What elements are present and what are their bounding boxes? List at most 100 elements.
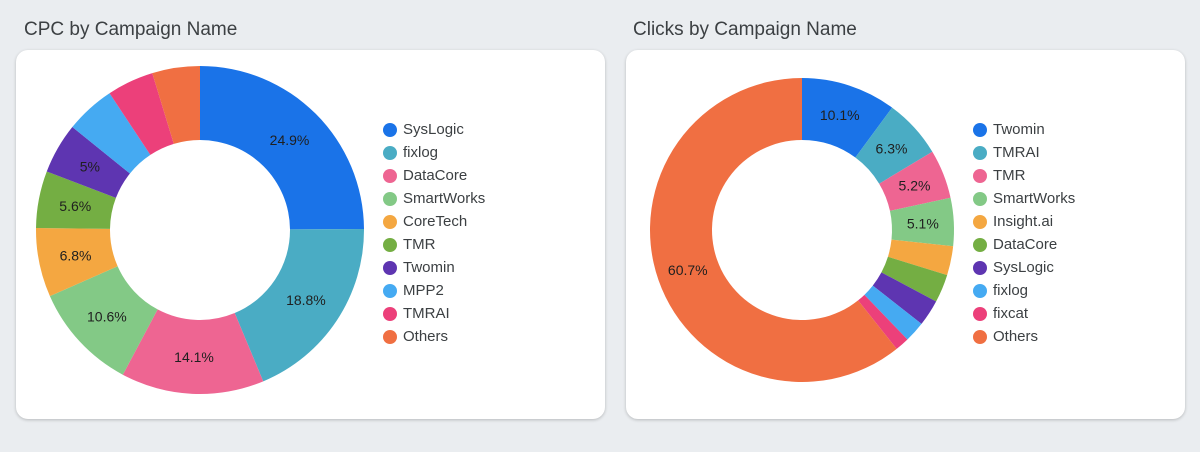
slice-others[interactable] (650, 78, 897, 382)
legend-swatch (973, 260, 987, 275)
legend-item[interactable]: Others (973, 325, 1075, 348)
data-label: 10.6% (87, 308, 127, 324)
legend-label: SmartWorks (993, 190, 1076, 207)
legend-label: TMRAI (403, 305, 450, 322)
legend-swatch (973, 191, 987, 206)
legend-item[interactable]: fixlog (383, 141, 485, 164)
data-label: 5.6% (59, 198, 91, 214)
legend-label: SysLogic (993, 259, 1054, 276)
cpc-chart-card: 24.9% 18.8% 14.1% 10.6% 6.8% 5.6% 5% SysLogic f… (16, 50, 605, 419)
legend-swatch (973, 329, 987, 344)
legend-item[interactable]: SysLogic (383, 118, 485, 141)
legend-item[interactable]: MPP2 (383, 279, 485, 302)
legend-label: fixcat (993, 305, 1029, 322)
chart-title: Clicks by Campaign Name (633, 19, 857, 40)
slice-fixlog[interactable] (864, 285, 922, 340)
legend-item[interactable]: Twomin (383, 256, 485, 279)
legend-label: fixlog (993, 282, 1029, 299)
data-label: 5.1% (907, 216, 939, 232)
legend-item[interactable]: Others (383, 325, 485, 348)
legend-label: SysLogic (403, 121, 464, 138)
legend-item[interactable]: TMR (383, 233, 485, 256)
legend-swatch (383, 237, 397, 252)
legend-item[interactable]: TMRAI (383, 302, 485, 325)
legend-label: Others (993, 328, 1039, 345)
slice-datacore[interactable] (122, 309, 264, 394)
data-label: 18.8% (286, 292, 326, 308)
legend-swatch (383, 214, 397, 229)
slice-mpp2[interactable] (72, 93, 151, 174)
slice-twomin[interactable] (46, 127, 130, 198)
legend-swatch (383, 168, 397, 183)
legend-swatch (973, 168, 987, 183)
legend-swatch (973, 214, 987, 229)
legend-swatch (383, 329, 397, 344)
slice-tmrai[interactable] (855, 107, 933, 184)
legend-label: fixlog (403, 144, 439, 161)
legend-swatch (383, 122, 397, 137)
slice-others[interactable] (152, 66, 200, 144)
legend-label: TMR (993, 167, 1026, 184)
legend-item[interactable]: CoreTech (383, 210, 485, 233)
slice-fixcat[interactable] (858, 294, 908, 349)
slice-smartworks[interactable] (889, 197, 954, 247)
slice-fixlog[interactable] (234, 228, 364, 382)
slice-smartworks[interactable] (49, 266, 158, 375)
clicks-legend: Twomin TMRAI TMR SmartWorks Insight.ai DataCo… (973, 118, 1075, 348)
legend-item[interactable]: fixlog (973, 279, 1075, 302)
legend-label: Twomin (403, 259, 455, 276)
clicks-chart-card: 10.1% 6.3% 5.2% 5.1% 60.7% Twomin TMRAI TMR Sma… (626, 50, 1185, 419)
data-label: 24.9% (270, 132, 310, 148)
slice-tmr[interactable] (879, 151, 951, 211)
slice-syslogic[interactable] (200, 66, 364, 230)
legend-label: TMR (403, 236, 436, 253)
data-label: 6.3% (876, 141, 908, 157)
legend-swatch (973, 306, 987, 321)
legend-item[interactable]: DataCore (383, 164, 485, 187)
data-label: 6.8% (60, 247, 92, 263)
clicks-donut-chart: 10.1% 6.3% 5.2% 5.1% 60.7% (650, 78, 954, 382)
legend-label: Others (403, 328, 449, 345)
legend-swatch (383, 191, 397, 206)
legend-label: DataCore (993, 236, 1058, 253)
legend-swatch (973, 145, 987, 160)
slice-datacore[interactable] (881, 256, 948, 302)
legend-item[interactable]: fixcat (973, 302, 1075, 325)
slice-insight-ai[interactable] (887, 239, 954, 276)
legend-swatch (973, 237, 987, 252)
data-label: 5% (80, 159, 100, 175)
legend-item[interactable]: SysLogic (973, 256, 1075, 279)
data-label: 10.1% (820, 107, 860, 123)
legend-item[interactable]: SmartWorks (383, 187, 485, 210)
data-label: 14.1% (174, 349, 214, 365)
legend-label: Insight.ai (993, 213, 1054, 230)
cpc-donut-chart: 24.9% 18.8% 14.1% 10.6% 6.8% 5.6% 5% (36, 66, 364, 394)
legend-item[interactable]: SmartWorks (973, 187, 1075, 210)
slice-tmrai[interactable] (109, 73, 174, 155)
slice-coretech[interactable] (36, 227, 118, 297)
legend-swatch (383, 306, 397, 321)
slice-tmr[interactable] (36, 171, 116, 229)
legend-label: TMRAI (993, 144, 1040, 161)
legend-item[interactable]: Insight.ai (973, 210, 1075, 233)
chart-title: CPC by Campaign Name (24, 19, 238, 40)
legend-item[interactable]: TMRAI (973, 141, 1075, 164)
legend-label: Twomin (993, 121, 1045, 138)
legend-swatch (383, 145, 397, 160)
legend-item[interactable]: DataCore (973, 233, 1075, 256)
slice-syslogic[interactable] (872, 272, 937, 324)
legend-swatch (973, 283, 987, 298)
slice-twomin[interactable] (802, 78, 893, 158)
legend-swatch (383, 283, 397, 298)
legend-item[interactable]: TMR (973, 164, 1075, 187)
legend-label: MPP2 (403, 282, 444, 299)
cpc-legend: SysLogic fixlog DataCore SmartWorks CoreTech… (383, 118, 485, 348)
legend-item[interactable]: Twomin (973, 118, 1075, 141)
legend-label: DataCore (403, 167, 468, 184)
legend-label: CoreTech (403, 213, 468, 230)
legend-swatch (383, 260, 397, 275)
legend-swatch (973, 122, 987, 137)
data-label: 60.7% (668, 262, 708, 278)
data-label: 5.2% (899, 177, 931, 193)
legend-label: SmartWorks (403, 190, 486, 207)
